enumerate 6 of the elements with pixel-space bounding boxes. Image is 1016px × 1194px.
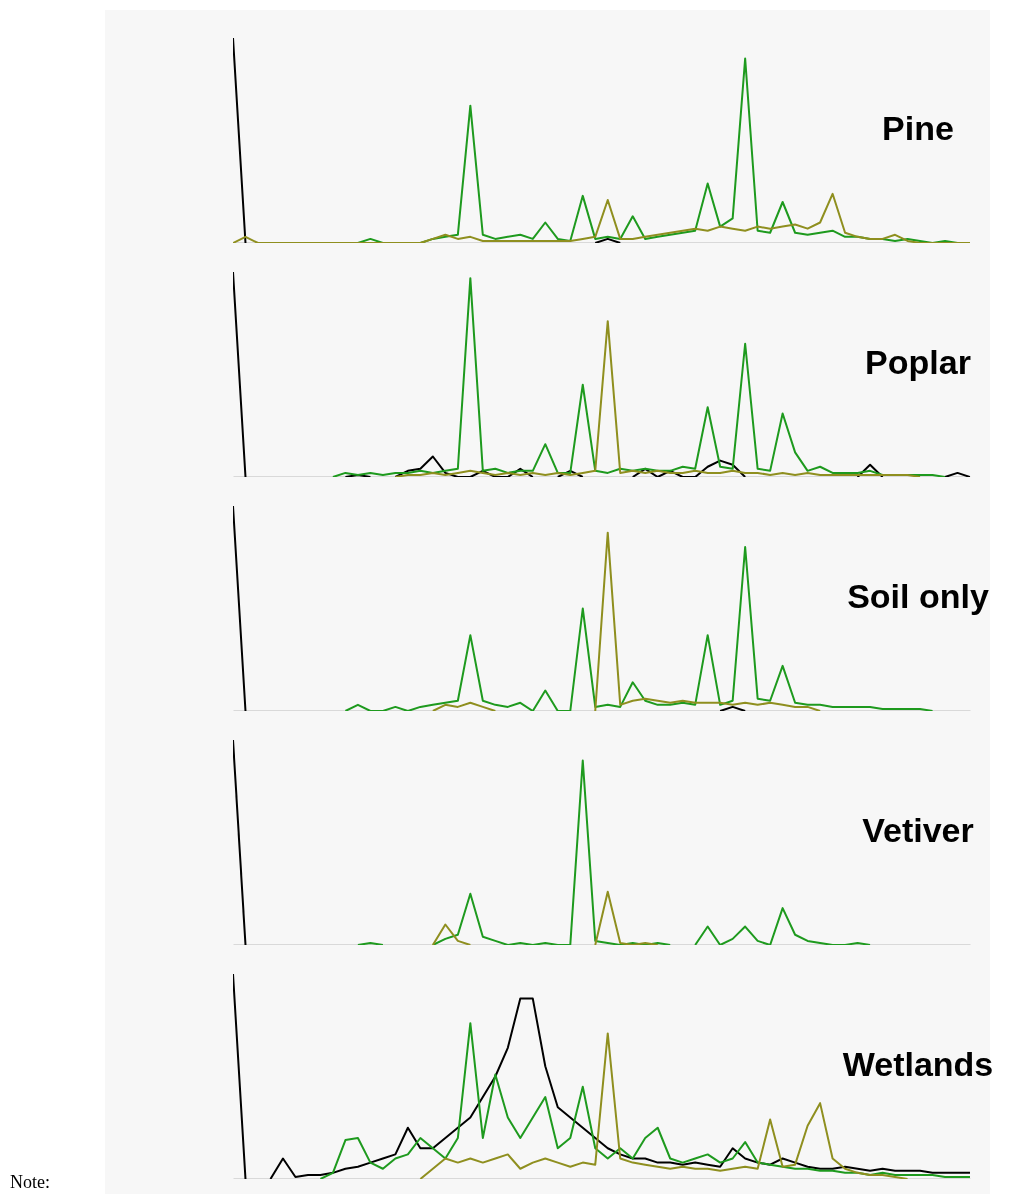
text: Soil only	[847, 577, 989, 616]
text: Vetiver	[862, 811, 974, 850]
text: Wetlands	[842, 1045, 994, 1084]
text: Pine	[882, 109, 954, 148]
text: Note:	[10, 1172, 50, 1193]
text: Poplar	[865, 343, 971, 382]
